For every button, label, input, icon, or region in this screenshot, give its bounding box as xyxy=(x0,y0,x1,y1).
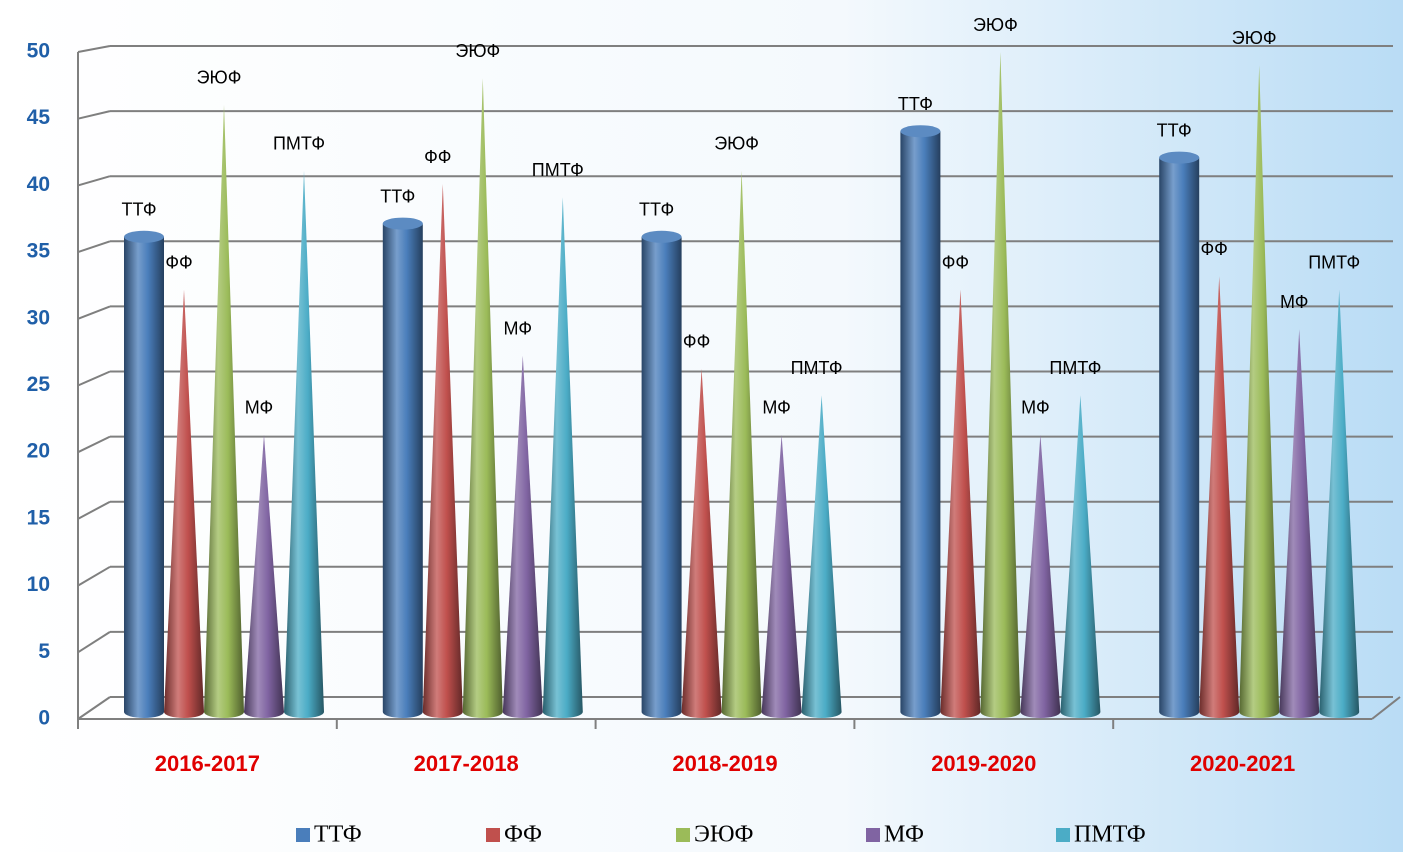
bar xyxy=(1060,395,1101,718)
legend-swatch xyxy=(296,828,310,842)
x-tick-label: 2016-2017 xyxy=(155,751,260,776)
grid-line-side xyxy=(77,305,111,320)
data-label: ЭЮФ xyxy=(1232,28,1277,48)
data-label: ЭЮФ xyxy=(197,68,242,88)
data-label: МФ xyxy=(762,398,790,418)
bar-top xyxy=(1159,151,1200,164)
floor-edge xyxy=(1371,696,1401,720)
y-tick-label: 25 xyxy=(27,373,51,396)
bar xyxy=(462,78,503,718)
grid-line-side xyxy=(77,175,111,187)
data-label: МФ xyxy=(1280,292,1308,312)
data-label: ФФ xyxy=(424,147,451,167)
bar xyxy=(1020,434,1061,718)
grid-line-side xyxy=(77,500,111,520)
data-label: ТТФ xyxy=(898,94,933,114)
y-tick-label: 15 xyxy=(27,506,51,529)
bar xyxy=(1239,65,1280,718)
bar xyxy=(641,236,682,719)
grid-line-side xyxy=(77,696,111,720)
y-tick-label: 30 xyxy=(27,306,50,329)
grid-line-side xyxy=(77,110,111,120)
data-label: МФ xyxy=(1021,398,1049,418)
data-label: ПМТФ xyxy=(791,358,843,378)
bar xyxy=(900,131,941,718)
bar xyxy=(721,170,762,719)
grid-line-side xyxy=(77,435,111,454)
bar xyxy=(204,104,244,719)
legend-swatch xyxy=(866,828,880,842)
bar xyxy=(382,223,423,718)
data-label: ФФ xyxy=(683,332,710,352)
bar xyxy=(1199,276,1240,718)
grid-line-side xyxy=(77,565,111,587)
legend-swatch xyxy=(1056,828,1070,842)
data-label: ТТФ xyxy=(380,186,415,206)
data-label: ПМТФ xyxy=(532,160,584,180)
legend-label: ТТФ xyxy=(314,822,362,848)
grid-line-side xyxy=(77,370,111,387)
y-tick-label: 40 xyxy=(27,173,50,196)
data-label: ФФ xyxy=(1201,239,1228,259)
x-tick-label: 2020-2021 xyxy=(1190,751,1295,776)
data-label: ПМТФ xyxy=(1308,252,1360,272)
x-tick-label: 2017-2018 xyxy=(414,751,519,776)
y-tick-label: 5 xyxy=(38,640,50,663)
data-label: ФФ xyxy=(165,252,192,272)
grid-line-side xyxy=(77,45,111,53)
bar xyxy=(681,368,722,718)
bar xyxy=(244,434,284,718)
bar xyxy=(124,236,164,718)
bar-top xyxy=(382,217,423,230)
data-label: ТТФ xyxy=(1157,120,1192,140)
legend-label: ФФ xyxy=(504,822,542,848)
bar-top xyxy=(900,125,941,138)
legend-label: ПМТФ xyxy=(1074,822,1146,848)
x-tick-label: 2018-2019 xyxy=(672,751,777,776)
legend-swatch xyxy=(486,828,500,842)
data-label: ПМТФ xyxy=(1049,358,1101,378)
y-tick-label: 50 xyxy=(27,40,50,63)
bar-top xyxy=(641,230,682,243)
bar xyxy=(1159,157,1200,719)
bar xyxy=(542,197,583,718)
x-tick-label: 2019-2020 xyxy=(931,751,1036,776)
bar-top xyxy=(124,230,164,243)
data-label: ПМТФ xyxy=(273,134,325,154)
data-label: ЭЮФ xyxy=(973,15,1018,35)
legend-label: ЭЮФ xyxy=(694,822,753,848)
bar xyxy=(801,395,842,718)
bar xyxy=(502,355,543,718)
data-label: ФФ xyxy=(942,252,969,272)
y-tick-label: 0 xyxy=(38,707,50,730)
y-tick-label: 45 xyxy=(27,106,51,129)
bar xyxy=(761,434,802,718)
data-label: ТТФ xyxy=(639,200,674,220)
data-label: ЭЮФ xyxy=(714,134,759,154)
grid-line-side xyxy=(77,631,111,654)
bar xyxy=(164,289,204,718)
data-label: МФ xyxy=(245,398,273,418)
legend-label: МФ xyxy=(884,822,924,848)
bar xyxy=(422,184,463,718)
bar xyxy=(284,170,324,719)
y-tick-label: 20 xyxy=(27,440,50,463)
bar xyxy=(1319,289,1360,718)
bar xyxy=(980,52,1021,718)
data-label: ТТФ xyxy=(121,200,156,220)
data-label: ЭЮФ xyxy=(455,41,500,61)
bar xyxy=(940,289,981,718)
y-tick-label: 35 xyxy=(27,240,51,263)
legend-swatch xyxy=(676,828,690,842)
bar xyxy=(1279,329,1320,718)
grid-line-side xyxy=(77,240,111,254)
y-tick-label: 10 xyxy=(27,573,50,596)
data-label: МФ xyxy=(504,318,532,338)
